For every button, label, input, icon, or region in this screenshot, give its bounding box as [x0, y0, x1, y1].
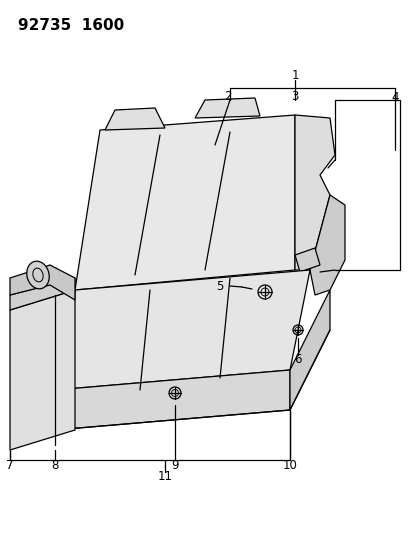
Text: 6: 6 [294, 353, 301, 367]
Text: 8: 8 [51, 459, 59, 472]
Polygon shape [10, 278, 75, 310]
Polygon shape [294, 248, 319, 272]
Text: 4: 4 [390, 91, 398, 103]
Text: 10: 10 [282, 459, 297, 472]
Polygon shape [294, 115, 334, 270]
Polygon shape [309, 195, 344, 295]
Polygon shape [55, 270, 309, 390]
Polygon shape [75, 115, 294, 290]
Polygon shape [10, 265, 75, 300]
Text: 9: 9 [171, 459, 178, 472]
Text: 92735  1600: 92735 1600 [18, 18, 124, 33]
Text: 5: 5 [216, 279, 223, 293]
Polygon shape [105, 108, 165, 130]
Polygon shape [55, 370, 289, 430]
Text: 3: 3 [291, 90, 298, 102]
Text: 2: 2 [224, 90, 231, 102]
Polygon shape [195, 98, 259, 118]
Text: 11: 11 [157, 471, 172, 483]
Text: 1: 1 [291, 69, 298, 82]
Polygon shape [10, 290, 75, 450]
Ellipse shape [27, 261, 49, 289]
Text: 7: 7 [6, 459, 14, 472]
Polygon shape [289, 290, 329, 410]
